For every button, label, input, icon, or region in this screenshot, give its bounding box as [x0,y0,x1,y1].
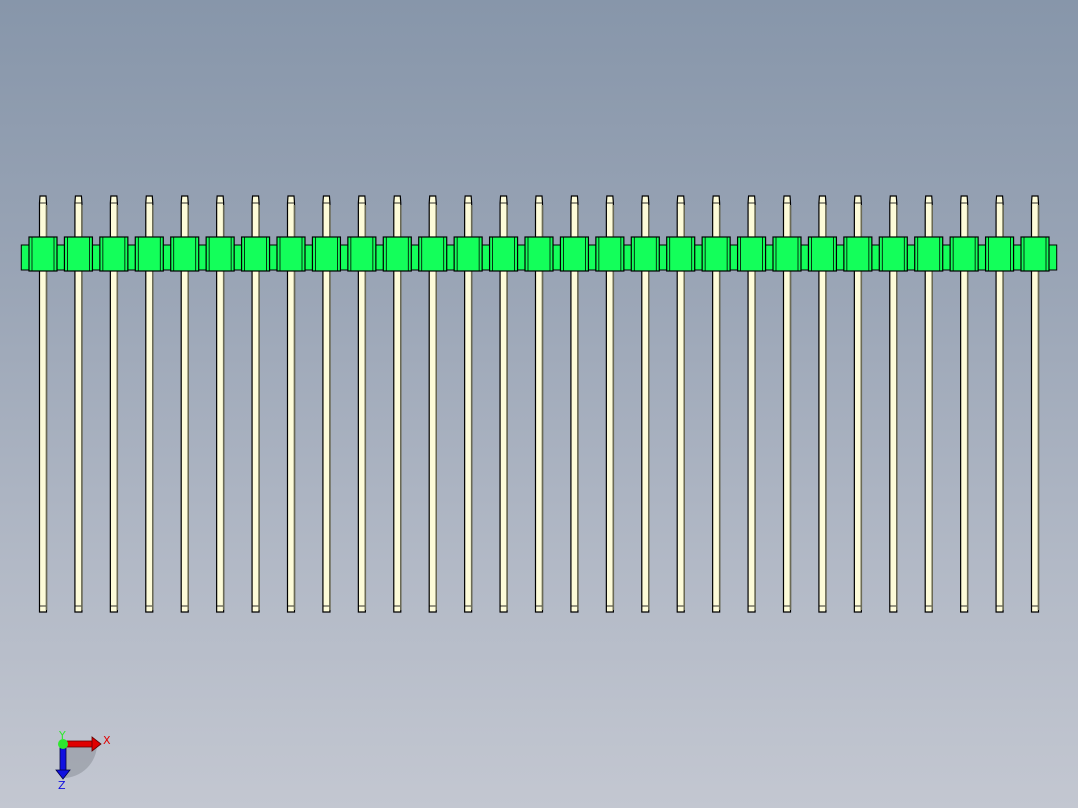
z-axis-arrow [59,744,67,773]
pin [428,195,437,613]
housing-body [736,236,767,272]
housing-body [418,236,448,272]
pin [109,195,118,613]
housing-link [516,244,526,271]
pin [676,195,685,613]
pin [357,195,366,613]
housing-body [878,236,908,272]
housing-body [843,236,873,272]
housing-link [304,244,314,271]
housing-link [693,244,703,271]
housing-body [807,236,838,272]
housing-link [800,244,810,271]
x-axis-head [91,736,102,752]
y-axis-label: Y [58,729,66,742]
orientation-triad: X Y Z [55,729,111,792]
housing-link [552,244,562,271]
housing-link [268,244,278,271]
housing-body [134,236,164,272]
x-axis-label: X [103,734,111,747]
housing-body [772,236,802,272]
housing-body [666,236,696,272]
housing-body [28,236,58,272]
pin [499,195,508,613]
housing-body [949,236,979,272]
pin [251,195,260,613]
housing-link [941,244,951,271]
pin [180,195,189,613]
housing-body [347,236,377,272]
housing-link [20,244,30,271]
pin-header-model[interactable] [20,195,1058,613]
housing-body [1020,236,1050,272]
housing-body [984,236,1015,272]
housing-link [623,244,633,271]
housing-link [375,244,385,271]
housing-body [453,236,483,272]
housing-body [311,236,342,272]
housing-link [587,244,597,271]
triad-shadow [63,744,97,778]
housing-body [559,236,590,272]
pin [924,195,933,613]
pin [605,195,614,613]
housing-body [240,236,271,272]
housing-link [197,244,207,271]
housing-link [127,244,137,271]
housing-body [701,236,731,272]
x-axis-arrow [63,740,95,748]
housing-link [410,244,420,271]
housing-link [233,244,243,271]
housing-body [382,236,412,272]
y-axis-dot [58,739,68,749]
housing-link [1048,244,1058,271]
housing-body [595,236,625,272]
housing-body [276,236,306,272]
housing-body [205,236,235,272]
z-axis-head [55,769,71,780]
housing-link [56,244,66,271]
pin [995,195,1004,613]
housing-body [99,236,129,272]
housing-link [658,244,668,271]
housing-link [1012,244,1022,271]
z-axis-label: Z [58,779,66,792]
housing-link [481,244,491,271]
pin [853,195,862,613]
housing-body [630,236,660,272]
housing-link [91,244,101,271]
housing-link [339,244,349,271]
housing-link [729,244,739,271]
housing-link [906,244,916,271]
pin [747,195,756,613]
housing-body [524,236,554,272]
housing-body [63,236,94,272]
housing-link [162,244,172,271]
housing-body [914,236,944,272]
housing-link [977,244,987,271]
housing-body [488,236,519,272]
housing-link [871,244,881,271]
housing-link [764,244,774,271]
housing-link [445,244,455,271]
housing-body [170,236,200,272]
housing-link [835,244,845,271]
